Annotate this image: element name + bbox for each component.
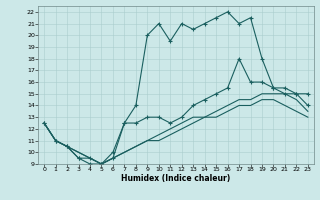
X-axis label: Humidex (Indice chaleur): Humidex (Indice chaleur): [121, 174, 231, 183]
